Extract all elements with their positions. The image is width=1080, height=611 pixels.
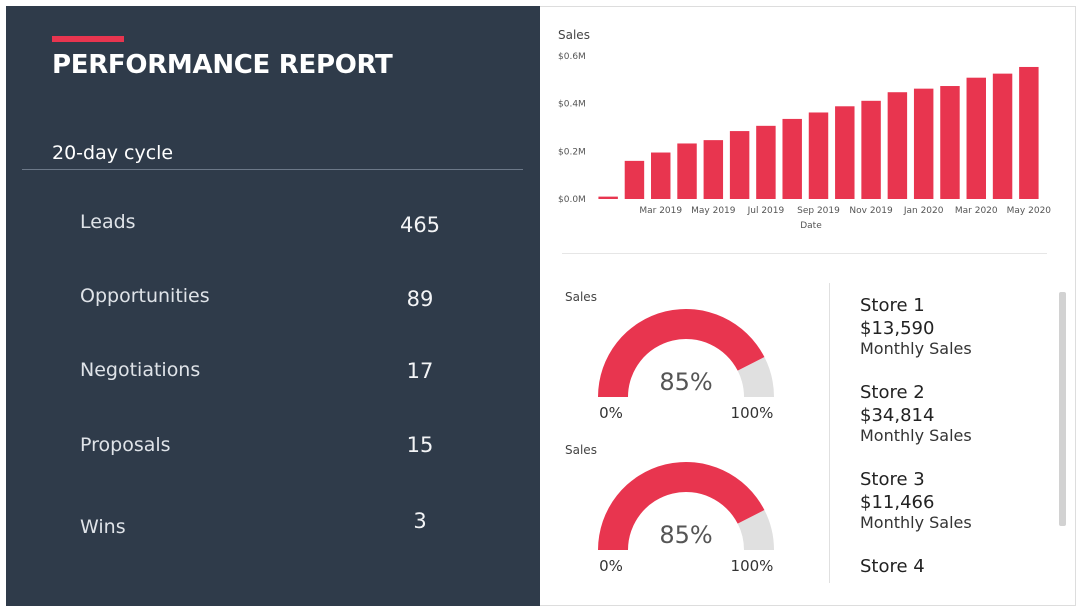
gauge-min: 0%: [599, 404, 623, 422]
store-amount: $13,590: [860, 318, 935, 339]
cycle-label: 20-day cycle: [52, 142, 174, 164]
metric-label: Leads: [80, 211, 136, 233]
gauge-track: [737, 510, 774, 550]
bar-feb-2019: [624, 160, 645, 199]
bar-mar-2020: [966, 77, 986, 199]
chart-title: Sales: [558, 28, 590, 42]
store-card: Store 1 $13,590 Monthly Sales: [860, 295, 972, 358]
gauge-title: Sales: [565, 443, 597, 457]
sales-gauge: 85% 0% 100%: [598, 309, 774, 422]
bar-mar-2019: [651, 152, 671, 199]
metric-leads: Leads 465: [80, 211, 480, 241]
gauge-value: 85%: [659, 368, 712, 396]
store-amount: $11,466: [860, 492, 935, 513]
x-tick-label: Nov 2019: [849, 206, 893, 216]
store-name: Store 2: [860, 382, 925, 403]
x-tick-label: May 2020: [1007, 206, 1052, 216]
accent-bar: [52, 36, 124, 42]
bar-dec-2019: [887, 92, 908, 199]
metric-label: Wins: [80, 516, 126, 538]
bar-jun-2019: [729, 131, 750, 199]
metric-wins: Wins 3: [80, 509, 480, 546]
bar-aug-2019: [782, 118, 802, 199]
metric-negotiations: Negotiations 17: [80, 359, 480, 389]
divider: [829, 283, 830, 583]
gauge-max: 100%: [731, 557, 774, 575]
metric-value: 465: [399, 213, 441, 237]
x-tick-label: Mar 2020: [955, 206, 998, 216]
gauge-max: 100%: [731, 404, 774, 422]
right-panel: [540, 6, 1076, 606]
bar-may-2020: [1019, 66, 1039, 199]
x-tick-label: Jul 2019: [747, 206, 785, 216]
store-card: Store 4: [860, 556, 925, 577]
x-tick-label: Sep 2019: [797, 206, 840, 216]
store-caption: Monthly Sales: [860, 339, 972, 358]
x-tick-label: Mar 2019: [639, 206, 682, 216]
sales-gauge: 85% 0% 100%: [598, 462, 774, 575]
bar-jan-2020: [913, 88, 934, 199]
metric-label: Proposals: [80, 434, 171, 456]
gauge-min: 0%: [599, 557, 623, 575]
bar-feb-2020: [940, 86, 960, 199]
y-tick-label: $0.0M: [558, 195, 586, 205]
bar-sep-2019: [808, 112, 829, 199]
performance-panel: PERFORMANCE REPORT 20-day cycle Leads 465…: [6, 6, 540, 606]
bar-apr-2020: [992, 73, 1013, 199]
store-name: Store 3: [860, 469, 925, 490]
bar-apr-2019: [677, 143, 697, 199]
metric-value: 89: [406, 287, 434, 311]
store-card: Store 2 $34,814 Monthly Sales: [860, 382, 972, 445]
x-tick-label: May 2019: [691, 206, 736, 216]
gauge-title: Sales: [565, 290, 597, 304]
bar-jul-2019: [756, 125, 776, 199]
metric-opportunities: Opportunities 89: [80, 285, 480, 315]
metric-value: 17: [406, 359, 434, 383]
bar-may-2019: [703, 140, 724, 199]
y-tick-label: $0.2M: [558, 147, 586, 157]
gauge-track: [737, 357, 774, 397]
metric-value: 15: [406, 433, 434, 457]
bar-nov-2019: [861, 100, 881, 199]
scrollbar[interactable]: [1059, 292, 1066, 526]
metric-label: Negotiations: [80, 359, 201, 381]
store-card: Store 3 $11,466 Monthly Sales: [860, 469, 972, 532]
store-caption: Monthly Sales: [860, 513, 972, 532]
gauge-value: 85%: [659, 521, 712, 549]
x-tick-label: Jan 2020: [903, 206, 944, 216]
store-amount: $34,814: [860, 405, 935, 426]
metric-label: Opportunities: [80, 285, 210, 307]
y-tick-label: $0.6M: [558, 52, 586, 62]
bar-jan-2019: [598, 196, 618, 199]
gauge-fill: [598, 462, 765, 550]
divider: [22, 169, 523, 170]
store-name: Store 1: [860, 295, 925, 316]
divider: [562, 253, 1047, 254]
metric-proposals: Proposals 15: [80, 433, 480, 464]
y-tick-label: $0.4M: [558, 100, 586, 110]
sales-bar-chart: Sales $0.0M $0.2M $0.4M $0.6M Mar 2019 May 20…: [558, 28, 1052, 231]
store-name: Store 4: [860, 556, 925, 577]
metric-value: 3: [413, 509, 427, 533]
bar-oct-2019: [835, 106, 855, 199]
store-caption: Monthly Sales: [860, 426, 972, 445]
gauge-fill: [598, 309, 765, 397]
page-title: PERFORMANCE REPORT: [52, 50, 393, 80]
x-axis-label: Date: [800, 221, 822, 231]
